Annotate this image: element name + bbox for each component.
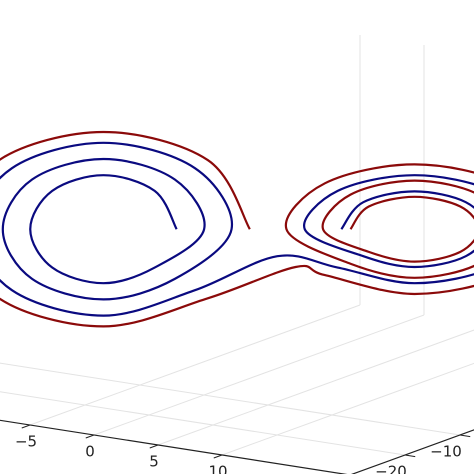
grid-line <box>157 329 474 446</box>
x-axis <box>0 419 348 474</box>
tick-mark <box>213 454 223 459</box>
tick-mark <box>21 424 31 429</box>
grid-line <box>221 362 474 456</box>
tick-mark <box>85 434 95 439</box>
tick-mark <box>404 454 416 458</box>
x-tick-label: −5 <box>15 433 37 451</box>
x-tick-label: 5 <box>149 453 159 471</box>
x-tick-label: 10 <box>208 463 227 474</box>
trajectory <box>0 141 474 317</box>
grid-line <box>93 314 425 436</box>
grid-line <box>0 391 406 456</box>
trajectory <box>0 130 474 328</box>
x-tick-label: 0 <box>85 443 95 461</box>
tick-mark <box>149 444 159 449</box>
grid-line <box>0 362 461 436</box>
grid-line <box>29 304 361 426</box>
y-tick-label: −10 <box>430 443 462 461</box>
y-tick-label: −20 <box>375 463 407 474</box>
tick-mark <box>459 434 471 438</box>
